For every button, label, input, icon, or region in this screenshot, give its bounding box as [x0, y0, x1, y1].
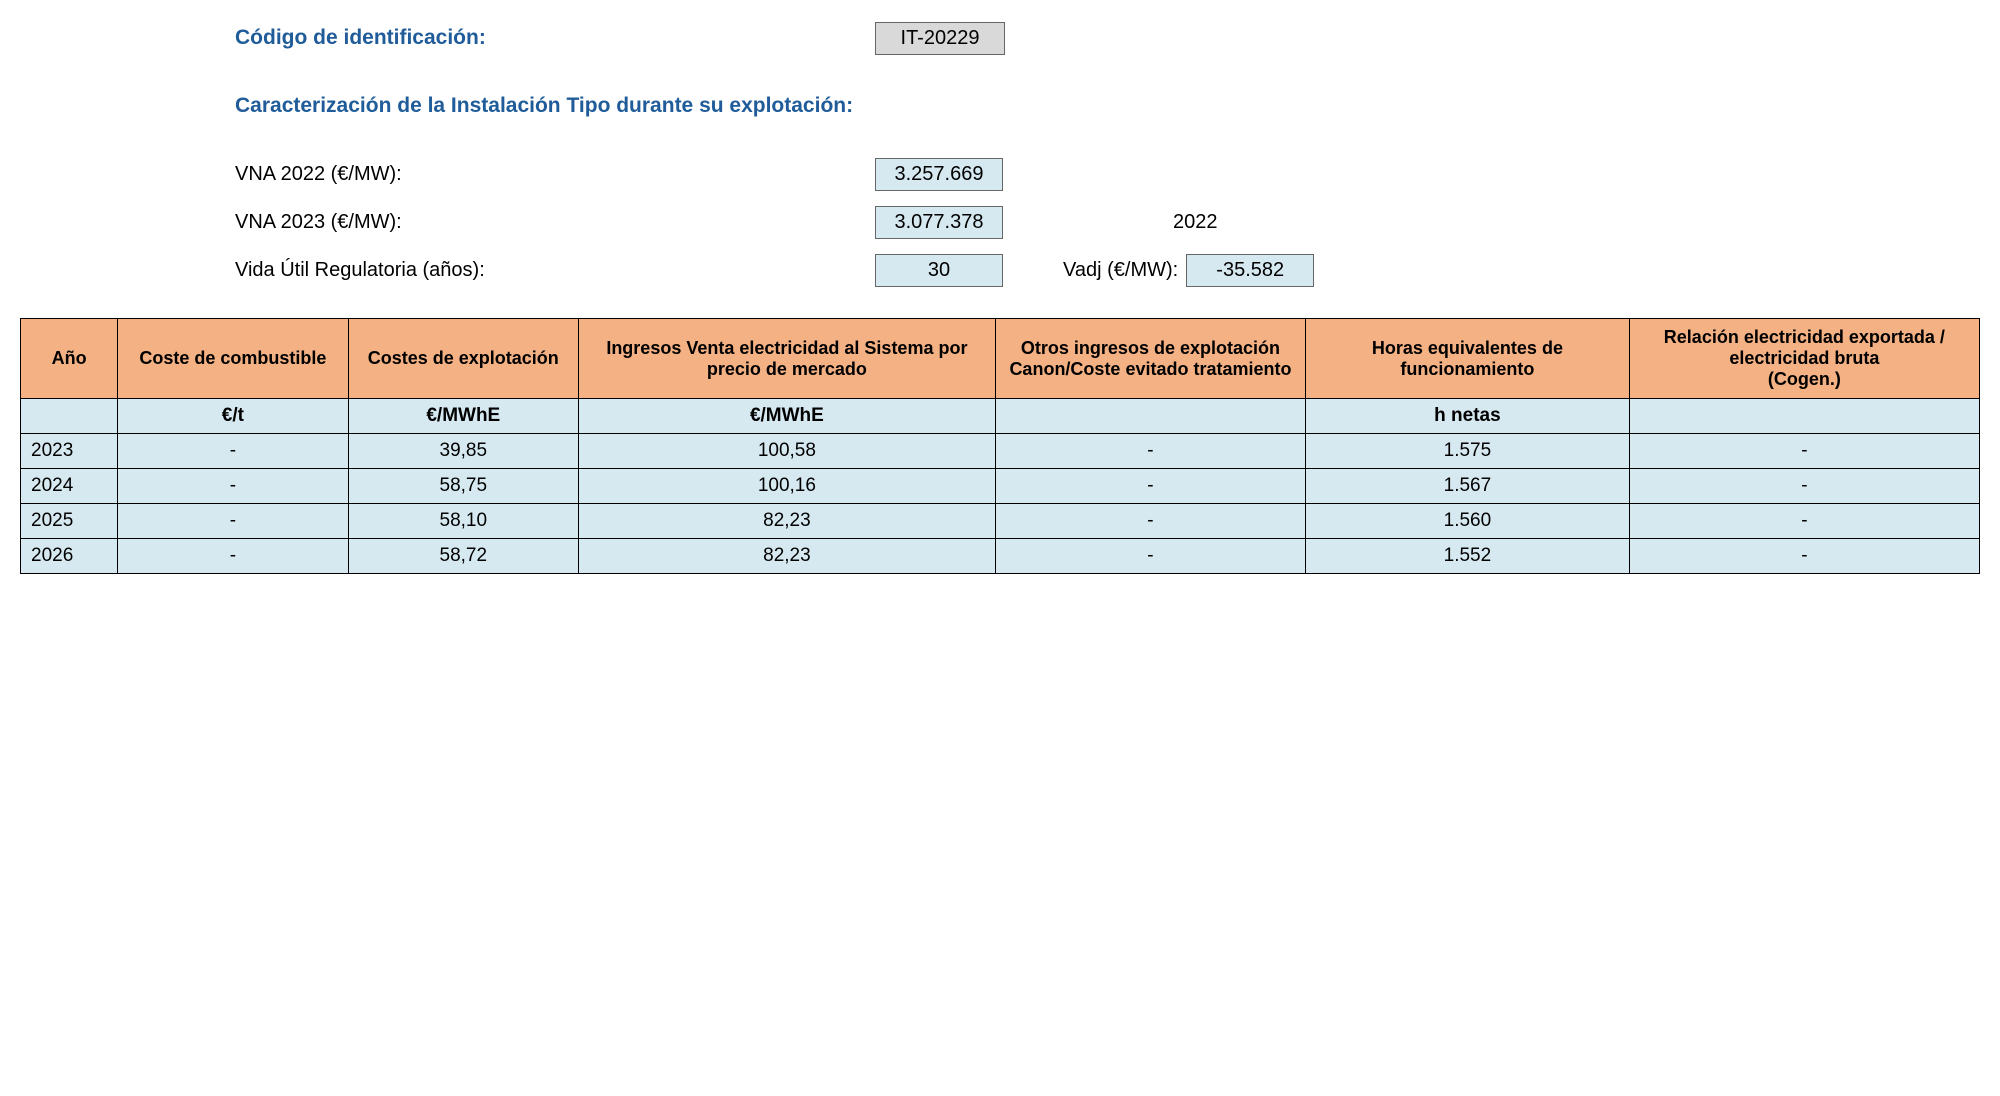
table-cell: 2025	[21, 504, 118, 539]
table-cell: -	[118, 469, 348, 504]
table-cell: 2024	[21, 469, 118, 504]
table-cell: 82,23	[578, 504, 995, 539]
vadj-value: -35.582	[1186, 254, 1314, 287]
column-header: Otros ingresos de explotación Canon/Cost…	[995, 319, 1305, 399]
table-cell: 2026	[21, 539, 118, 574]
table-row: 2026-58,7282,23-1.552-	[21, 539, 1980, 574]
table-cell: 1.552	[1306, 539, 1630, 574]
units-row: €/t€/MWhE€/MWhEh netas	[21, 399, 1980, 434]
vida-label: Vida Útil Regulatoria (años):	[235, 259, 875, 282]
table-cell: 58,75	[348, 469, 578, 504]
column-header: Coste de combustible	[118, 319, 348, 399]
vna2022-value: 3.257.669	[875, 158, 1003, 191]
table-cell: 58,10	[348, 504, 578, 539]
unit-cell	[1629, 399, 1979, 434]
table-cell: 100,58	[578, 434, 995, 469]
table-row: 2024-58,75100,16-1.567-	[21, 469, 1980, 504]
unit-cell: €/MWhE	[578, 399, 995, 434]
column-header: Relación electricidad exportada / electr…	[1629, 319, 1979, 399]
vna2022-label: VNA 2022 (€/MW):	[235, 163, 875, 186]
vida-value: 30	[875, 254, 1003, 287]
table-cell: 58,72	[348, 539, 578, 574]
vida-row: Vida Útil Regulatoria (años): 30 Vadj (€…	[235, 252, 1980, 288]
column-header: Costes de explotación	[348, 319, 578, 399]
column-header: Ingresos Venta electricidad al Sistema p…	[578, 319, 995, 399]
table-cell: 1.560	[1306, 504, 1630, 539]
table-header: AñoCoste de combustibleCostes de explota…	[21, 319, 1980, 399]
vadj-label: Vadj (€/MW):	[1063, 259, 1178, 282]
table-cell: -	[1629, 434, 1979, 469]
code-row: Código de identificación: IT-20229	[235, 20, 1980, 56]
unit-cell	[995, 399, 1305, 434]
table-cell: -	[1629, 504, 1979, 539]
table-cell: 1.575	[1306, 434, 1630, 469]
vna2023-label: VNA 2023 (€/MW):	[235, 211, 875, 234]
unit-cell: €/t	[118, 399, 348, 434]
table-cell: -	[1629, 469, 1979, 504]
column-header: Año	[21, 319, 118, 399]
unit-cell: h netas	[1306, 399, 1630, 434]
table-row: 2023-39,85100,58-1.575-	[21, 434, 1980, 469]
year-ref: 2022	[1173, 211, 1218, 234]
table-cell: -	[995, 434, 1305, 469]
unit-cell: €/MWhE	[348, 399, 578, 434]
vna2022-row: VNA 2022 (€/MW): 3.257.669	[235, 156, 1980, 192]
column-header: Horas equivalentes de funcionamiento	[1306, 319, 1630, 399]
vna2023-row: VNA 2023 (€/MW): 3.077.378 2022	[235, 204, 1980, 240]
header-section: Código de identificación: IT-20229 Carac…	[235, 20, 1980, 288]
unit-cell	[21, 399, 118, 434]
vna2023-value: 3.077.378	[875, 206, 1003, 239]
code-value: IT-20229	[875, 22, 1005, 55]
code-label: Código de identificación:	[235, 26, 875, 50]
table-cell: 100,16	[578, 469, 995, 504]
table-body: €/t€/MWhE€/MWhEh netas2023-39,85100,58-1…	[21, 399, 1980, 574]
table-cell: -	[995, 504, 1305, 539]
table-cell: 1.567	[1306, 469, 1630, 504]
section-title: Caracterización de la Instalación Tipo d…	[235, 94, 875, 118]
table-cell: -	[1629, 539, 1979, 574]
table-cell: 2023	[21, 434, 118, 469]
table-cell: -	[995, 469, 1305, 504]
table-cell: -	[995, 539, 1305, 574]
table-row: 2025-58,1082,23-1.560-	[21, 504, 1980, 539]
table-cell: -	[118, 504, 348, 539]
table-cell: 39,85	[348, 434, 578, 469]
table-cell: 82,23	[578, 539, 995, 574]
data-table: AñoCoste de combustibleCostes de explota…	[20, 318, 1980, 574]
table-cell: -	[118, 539, 348, 574]
section-title-row: Caracterización de la Instalación Tipo d…	[235, 88, 1980, 124]
table-cell: -	[118, 434, 348, 469]
